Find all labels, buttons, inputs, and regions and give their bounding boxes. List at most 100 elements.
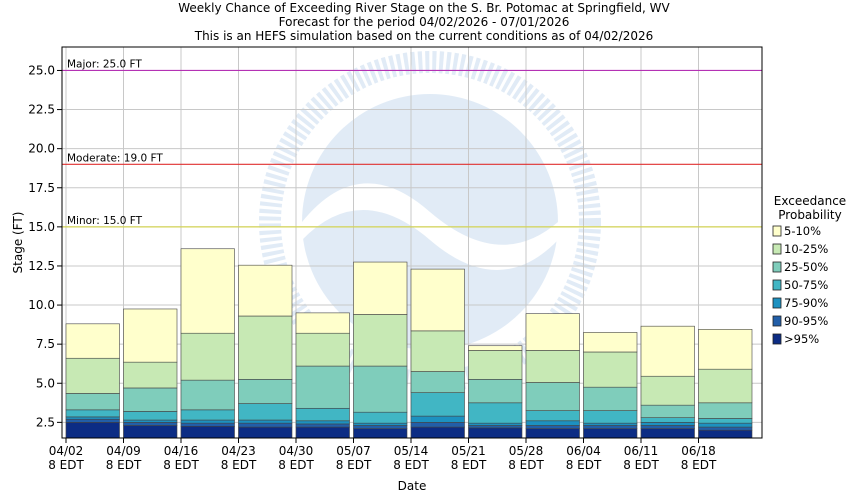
bar-segment-5-10-04-16 xyxy=(180,248,235,334)
x-tick-date: 05/07 xyxy=(336,444,371,458)
bar-segment-50-75-06-18 xyxy=(698,418,753,424)
bar-segment-10-25-04-30 xyxy=(295,332,350,367)
bar-segment-10-25-05-07 xyxy=(353,314,408,367)
x-tick-time: 8 EDT xyxy=(163,458,199,472)
x-tick-date: 04/16 xyxy=(164,444,199,458)
bar-segment-25-50-04-16 xyxy=(180,379,235,411)
y-tick-label: 7.5 xyxy=(36,337,55,351)
legend-label: 90-95% xyxy=(784,314,828,328)
threshold-label: Moderate: 19.0 FT xyxy=(67,152,163,164)
x-tick-time: 8 EDT xyxy=(681,458,717,472)
bar-segment-50-75-05-21 xyxy=(468,402,523,424)
bar-segment-75-90-05-07 xyxy=(353,422,408,426)
bar-segment-75-90-06-04 xyxy=(583,422,638,426)
bar-segment-90-95-04-02 xyxy=(65,418,120,423)
x-tick-time: 8 EDT xyxy=(278,458,314,472)
legend-swatch xyxy=(772,243,782,255)
legend-label: 5-10% xyxy=(784,224,821,238)
x-tick-date: 06/04 xyxy=(566,444,601,458)
bar-segment-75-90-04-02 xyxy=(65,416,120,420)
chart-title-line-2: Forecast for the period 04/02/2026 - 07/… xyxy=(279,15,570,29)
bar-segment-25-50-05-21 xyxy=(468,379,523,404)
y-tick-label: 10.0 xyxy=(28,298,55,312)
bar-segment-95-06-04 xyxy=(583,428,638,439)
bars-group xyxy=(65,248,753,439)
bar-segment-25-50-06-11 xyxy=(640,404,695,418)
bar-segment-25-50-05-28 xyxy=(525,382,580,411)
bar-segment-90-95-04-09 xyxy=(123,422,178,426)
bar-segment-90-95-06-04 xyxy=(583,425,638,429)
bar-segment-95-04-16 xyxy=(180,425,235,439)
bar-segment-5-10-06-04 xyxy=(583,332,638,353)
bar-segment-75-90-04-23 xyxy=(238,419,293,424)
chart-title-line-1: Weekly Chance of Exceeding River Stage o… xyxy=(178,1,670,15)
bar-segment-25-50-04-23 xyxy=(238,379,293,404)
bar-segment-5-10-06-18 xyxy=(698,329,753,370)
x-tick-date: 04/09 xyxy=(106,444,141,458)
bar-segment-75-90-04-16 xyxy=(180,419,235,424)
bar-segment-10-25-04-02 xyxy=(65,357,120,394)
bar-segment-95-04-30 xyxy=(295,426,350,439)
bar-segment-25-50-04-30 xyxy=(295,365,350,409)
bar-segment-95-04-23 xyxy=(238,426,293,439)
legend-swatch xyxy=(772,261,782,273)
y-tick-label: 2.5 xyxy=(36,415,55,429)
bar-segment-25-50-05-14 xyxy=(410,371,465,393)
y-tick-label: 25.0 xyxy=(28,63,55,77)
bar-segment-75-90-04-30 xyxy=(295,420,350,425)
x-tick-date: 05/14 xyxy=(394,444,429,458)
x-tick-date: 05/28 xyxy=(509,444,544,458)
bar-segment-95-06-18 xyxy=(698,429,753,439)
x-tick-date: 04/23 xyxy=(221,444,256,458)
legend-swatch xyxy=(772,315,782,327)
bar-segment-90-95-06-18 xyxy=(698,426,753,431)
threshold-lines: Major: 25.0 FT Moderate: 19.0 FT Minor: 15… xyxy=(62,58,762,228)
legend-label: 75-90% xyxy=(784,296,828,310)
legend-swatch xyxy=(772,297,782,309)
y-axis-label: Stage (FT) xyxy=(11,212,25,274)
bar-segment-95-05-07 xyxy=(353,428,408,439)
bar-segment-75-90-05-28 xyxy=(525,420,580,426)
x-tick-date: 04/02 xyxy=(49,444,84,458)
bar-segment-5-10-04-30 xyxy=(295,312,350,334)
bar-segment-10-25-05-14 xyxy=(410,330,465,372)
threshold-label: Minor: 15.0 FT xyxy=(67,215,143,227)
bar-segment-95-04-02 xyxy=(65,422,120,439)
bar-segment-75-90-06-18 xyxy=(698,422,753,428)
bar-segment-25-50-04-02 xyxy=(65,393,120,411)
bar-segment-90-95-05-14 xyxy=(410,422,465,428)
chart-title: Weekly Chance of Exceeding River Stage o… xyxy=(178,1,670,43)
bar-segment-95-05-14 xyxy=(410,426,465,439)
threshold-label: Major: 25.0 FT xyxy=(67,58,142,70)
bar-segment-50-75-04-23 xyxy=(238,403,293,421)
bar-segment-75-90-05-21 xyxy=(468,422,523,426)
bar-segment-90-95-06-11 xyxy=(640,425,695,429)
bar-segment-25-50-06-04 xyxy=(583,386,638,411)
x-tick-time: 8 EDT xyxy=(508,458,544,472)
legend-label: >95% xyxy=(784,332,819,346)
x-tick-time: 8 EDT xyxy=(106,458,142,472)
bar-segment-95-05-28 xyxy=(525,428,580,439)
x-tick-time: 8 EDT xyxy=(566,458,602,472)
bar-segment-50-75-04-09 xyxy=(123,411,178,421)
x-tick-date: 04/30 xyxy=(279,444,314,458)
x-tick-time: 8 EDT xyxy=(451,458,487,472)
x-tick-time: 8 EDT xyxy=(336,458,372,472)
legend-title: Exceedance xyxy=(774,194,846,208)
bar-segment-90-95-04-23 xyxy=(238,422,293,428)
bar-segment-95-05-21 xyxy=(468,427,523,439)
bar-segment-50-75-05-07 xyxy=(353,411,408,424)
bar-segment-95-04-09 xyxy=(123,425,178,439)
bar-segment-10-25-04-16 xyxy=(180,332,235,381)
bar-segment-95-06-11 xyxy=(640,428,695,439)
legend-title: Probability xyxy=(778,208,841,222)
bar-segment-25-50-06-18 xyxy=(698,402,753,419)
bar-segment-5-10-04-02 xyxy=(65,323,120,359)
bar-segment-10-25-06-18 xyxy=(698,368,753,404)
legend-label: 25-50% xyxy=(784,260,828,274)
bar-segment-10-25-06-11 xyxy=(640,375,695,406)
bar-segment-90-95-05-28 xyxy=(525,425,580,429)
x-tick-date: 06/11 xyxy=(624,444,659,458)
